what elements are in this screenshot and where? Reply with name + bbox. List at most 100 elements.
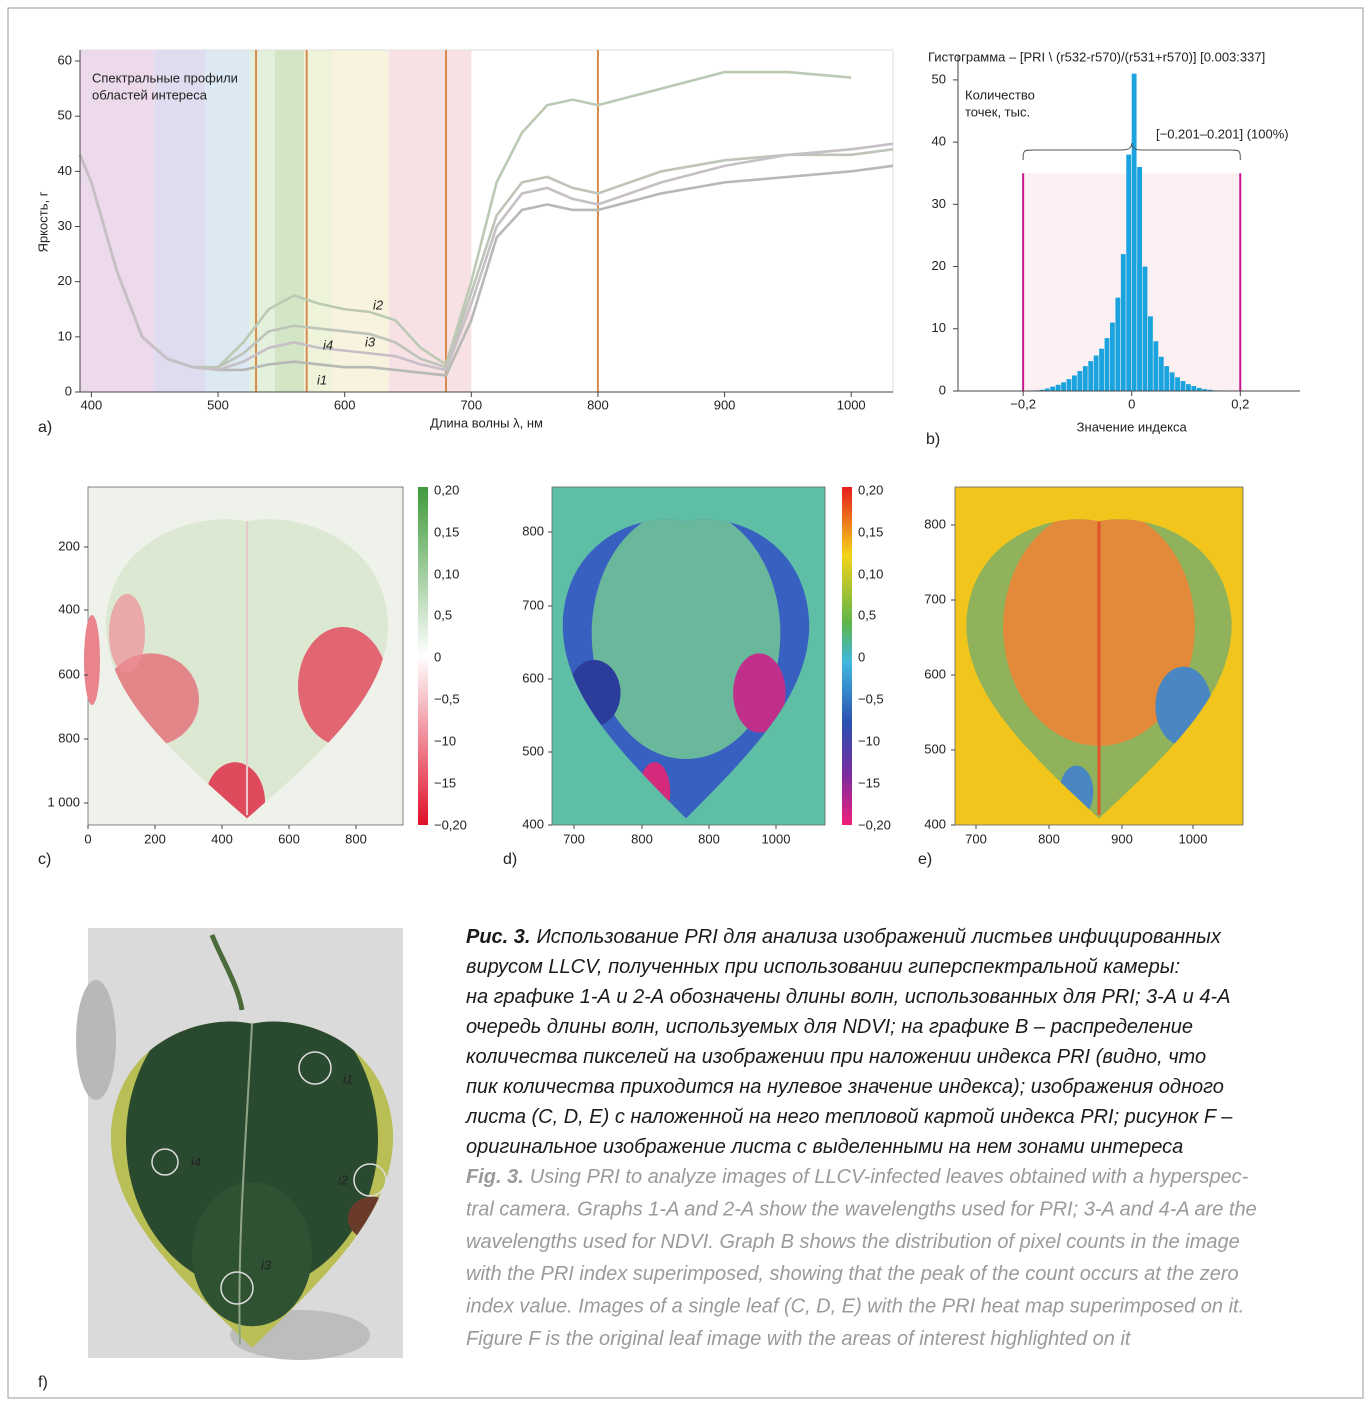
- histogram-bar: [1083, 366, 1088, 391]
- panel-letter: a): [38, 419, 52, 436]
- panel-letter: c): [38, 851, 51, 868]
- y-tick-label: 400: [522, 816, 544, 831]
- caption-label: Fig. 3.: [466, 1166, 524, 1188]
- caption-text: Использование PRI для анализа изображени…: [536, 926, 1221, 948]
- panel-letter: d): [503, 851, 517, 868]
- panel-letter: b): [926, 431, 940, 448]
- x-tick-label: 400: [81, 397, 103, 412]
- caption-label: Рис. 3.: [466, 926, 530, 948]
- chart-title: Гистограмма – [PRI \ (r532-r570)/(r531+r…: [928, 49, 1265, 64]
- y-tick-label: 50: [932, 71, 946, 86]
- range-label: [−0.201–0.201] (100%): [1156, 126, 1289, 141]
- caption-text: Figure F is the original leaf image with…: [466, 1328, 1132, 1350]
- histogram-bar: [1067, 379, 1072, 391]
- y-tick-label: 400: [924, 816, 946, 831]
- caption-text: with the PRI index superimposed, showing…: [466, 1263, 1239, 1285]
- colorbar-label: −10: [858, 733, 880, 748]
- colorbar-label: −15: [434, 775, 456, 790]
- x-tick-label: 800: [587, 397, 609, 412]
- y-tick-label: 0: [65, 383, 72, 398]
- colorbar-label: 0,5: [858, 607, 876, 622]
- caption-line: index value. Images of a single leaf (C,…: [466, 1296, 1244, 1318]
- roi-label: i3: [261, 1257, 272, 1272]
- y-tick-label: 30: [932, 196, 946, 211]
- caption-line: очередь длины волн, используемых для NDV…: [466, 1016, 1193, 1038]
- x-axis-label: Значение индекса: [1077, 419, 1188, 434]
- y-tick-label: 20: [58, 273, 72, 288]
- x-tick-label: 1000: [1179, 831, 1208, 846]
- y-tick-label: 200: [58, 538, 80, 553]
- leaf-photo: [76, 928, 403, 1360]
- y-axis-label: Яркость, г: [35, 191, 50, 252]
- caption-line: пик количества приходится на нулевое зна…: [466, 1076, 1224, 1098]
- band: [389, 50, 471, 392]
- histogram-bar: [1159, 357, 1164, 391]
- x-tick-label: 900: [714, 397, 736, 412]
- histogram-bar: [1137, 167, 1142, 391]
- annotation: Спектральные профили: [92, 70, 238, 85]
- y-tick-label: 10: [932, 320, 946, 335]
- x-tick-label: 900: [1111, 831, 1133, 846]
- caption-text: на графике 1-А и 2-А обозначены длины во…: [466, 986, 1230, 1008]
- x-tick-label: 700: [563, 831, 585, 846]
- x-tick-label: 0,2: [1231, 396, 1249, 411]
- histogram-bar: [1191, 386, 1196, 391]
- x-tick-label: −0,2: [1010, 396, 1036, 411]
- caption-text: пик количества приходится на нулевое зна…: [466, 1076, 1224, 1098]
- histogram-bar: [1153, 341, 1158, 391]
- x-tick-label: 400: [211, 831, 233, 846]
- histogram-bar: [1094, 356, 1099, 391]
- curve-label: i2: [373, 297, 384, 312]
- colorbar-label: 0,5: [434, 607, 452, 622]
- histogram-bar: [1061, 382, 1066, 391]
- y-tick-label: 500: [924, 741, 946, 756]
- caption-line: Fig. 3.Using PRI to analyze images of LL…: [466, 1166, 1249, 1188]
- caption-line: оригинальное изображение листа с выделен…: [466, 1136, 1183, 1158]
- x-tick-label: 0: [84, 831, 91, 846]
- y-tick-label: 400: [58, 601, 80, 616]
- y-axis-label: Количество: [965, 87, 1035, 102]
- panel-letter: f): [38, 1374, 48, 1391]
- band: [275, 50, 304, 392]
- band: [250, 50, 275, 392]
- colorbar-label: −0,5: [858, 691, 884, 706]
- histogram-bar: [1164, 366, 1169, 391]
- colorbar-label: 0,20: [434, 482, 459, 497]
- histogram-bar: [1170, 372, 1175, 391]
- roi-label: i2: [338, 1172, 349, 1187]
- colorbar-label: −0,20: [434, 817, 467, 832]
- curve-label: i4: [323, 337, 333, 352]
- heatmap-e: [955, 487, 1243, 825]
- histogram-bar: [1186, 384, 1191, 391]
- caption-line: листа (С, D, E) с наложенной на него теп…: [465, 1106, 1233, 1128]
- colorbar-label: 0,10: [434, 566, 459, 581]
- caption-line: Рис. 3. Использование PRI для анализа изо…: [466, 926, 1222, 948]
- y-tick-label: 30: [58, 218, 72, 233]
- x-tick-label: 700: [460, 397, 482, 412]
- y-tick-label: 800: [522, 523, 544, 538]
- x-tick-label: 700: [965, 831, 987, 846]
- caption-line: вирусом LLCV, полученных при использован…: [466, 956, 1180, 978]
- caption-text: листа (С, D, E) с наложенной на него теп…: [465, 1106, 1233, 1128]
- y-tick-label: 20: [932, 258, 946, 273]
- histogram-bar: [1143, 267, 1148, 391]
- panel-letter: e): [918, 851, 932, 868]
- figure: i1i2i3i401020304050604005006007008009001…: [0, 0, 1371, 1406]
- heatmap-c: [84, 487, 428, 842]
- x-tick-label: 600: [334, 397, 356, 412]
- x-tick-label: 600: [278, 831, 300, 846]
- histogram-bar: [1088, 361, 1093, 391]
- roi-label: i4: [191, 1154, 201, 1169]
- histogram-bar: [1115, 298, 1120, 391]
- x-tick-label: 200: [144, 831, 166, 846]
- histogram-bar: [1148, 316, 1153, 391]
- histogram-bar: [1105, 338, 1110, 391]
- histogram-bar: [1181, 381, 1186, 391]
- colorbar-label: −0,20: [858, 817, 891, 832]
- colorbar-label: −10: [434, 733, 456, 748]
- caption-text: wavelengths used for NDVI. Graph B shows…: [466, 1231, 1240, 1253]
- caption-text: вирусом LLCV, полученных при использован…: [466, 956, 1180, 978]
- caption-line: with the PRI index superimposed, showing…: [466, 1263, 1239, 1285]
- histogram-bar: [1072, 375, 1077, 391]
- colorbar-label: 0: [858, 649, 865, 664]
